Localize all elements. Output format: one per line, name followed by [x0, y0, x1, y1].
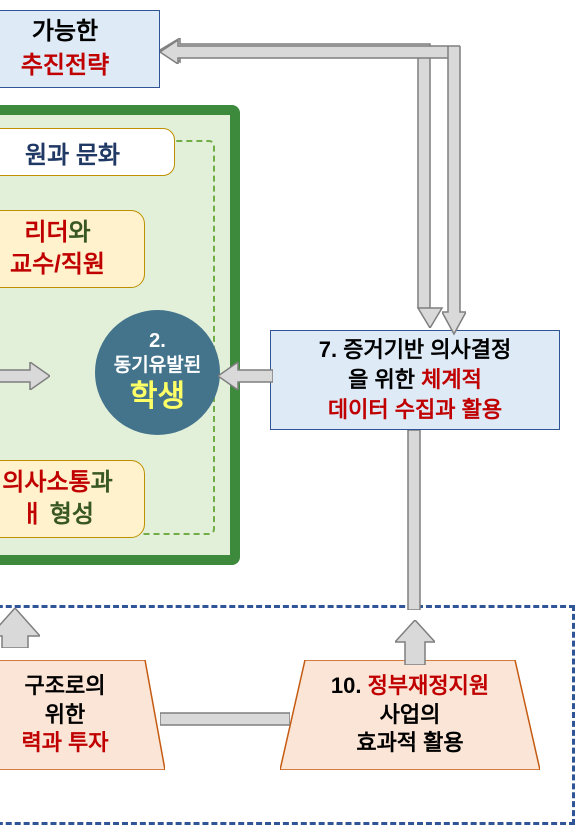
culture-box: 원과 문화 [0, 128, 175, 176]
arrow-top-elbow [160, 38, 450, 328]
arrow-up-to-dashed [395, 620, 435, 665]
leader-box: 리더와 교수/직원 [0, 210, 145, 288]
comm-line2: ㅐ 형성 [21, 499, 94, 531]
arrow-v-box7-down [402, 430, 426, 610]
student-circle: 2. 동기유발된 학생 [95, 310, 220, 435]
circle-label: 동기유발된 [114, 354, 201, 378]
arrow-up-left-partial [0, 608, 40, 648]
arrow-top-h [160, 40, 460, 64]
trap-left-l3: 력과 투자 [21, 729, 108, 758]
box7: 7. 증거기반 의사결정 을 위한 체계적 데이터 수집과 활용 [270, 330, 560, 430]
trap-right-text: 10. 정부재정지원 사업의 효과적 활용 [280, 660, 540, 770]
trap-connector [160, 710, 290, 728]
arrow-left-to-circle [0, 362, 50, 390]
trap-left-l1: 구조로의 [25, 672, 106, 701]
trap-right-l2: 사업의 [380, 701, 441, 730]
leader-line1: 리더와 [24, 217, 90, 249]
box7-line2: 을 위한 체계적 [348, 365, 482, 395]
top-line2: 추진전략 [21, 49, 109, 83]
comm-line1: 의사소통과 [2, 467, 112, 499]
culture-text: 원과 문화 [25, 135, 120, 170]
box7-line3: 데이터 수집과 활용 [328, 395, 502, 425]
trap-left-l2: 위한 [45, 701, 85, 730]
trap-right-l1: 10. 정부재정지원 [331, 672, 489, 701]
leader-line2: 교수/직원 [10, 249, 105, 281]
top-strategy-box: 가능한 추진전략 [0, 10, 160, 88]
top-line1: 가능한 [32, 15, 98, 49]
arrow-box7-to-circle [218, 362, 273, 390]
circle-num: 2. [149, 329, 166, 354]
box7-line1: 7. 증거기반 의사결정 [319, 335, 512, 365]
trap-right-l3: 효과적 활용 [356, 729, 463, 758]
comm-box: 의사소통과 ㅐ 형성 [0, 460, 145, 538]
trap-left-text: 구조로의 위한 력과 투자 [0, 660, 160, 770]
circle-main: 학생 [130, 378, 185, 416]
arrow-top-v [442, 46, 466, 336]
